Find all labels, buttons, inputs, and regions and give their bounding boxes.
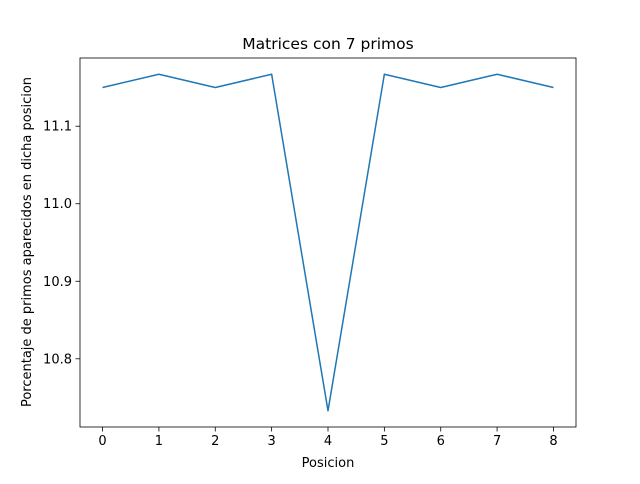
series-line bbox=[102, 73, 554, 412]
x-tick-label: 3 bbox=[267, 434, 275, 449]
x-tick-label: 7 bbox=[493, 434, 501, 449]
x-tick-label: 2 bbox=[211, 434, 219, 449]
x-tick-label: 1 bbox=[155, 434, 163, 449]
x-tick-label: 0 bbox=[98, 434, 106, 449]
x-tick-label: 4 bbox=[324, 434, 332, 449]
y-axis-label: Porcentaje de primos aparecidos en dicha… bbox=[20, 77, 35, 407]
y-tick-label: 10.9 bbox=[43, 275, 72, 290]
y-tick-label: 10.8 bbox=[43, 352, 72, 367]
plot-area: 0 1 2 3 4 5 6 7 8 10.8 10.9 11.0 11.1 bbox=[43, 57, 577, 449]
chart-title: Matrices con 7 primos bbox=[242, 35, 413, 53]
y-tick-label: 11.0 bbox=[43, 197, 72, 212]
y-tick-label: 11.1 bbox=[43, 120, 72, 135]
x-axis-label: Posicion bbox=[302, 456, 355, 471]
x-tick-label: 8 bbox=[549, 434, 557, 449]
x-tick-label: 6 bbox=[437, 434, 445, 449]
x-tick-label: 5 bbox=[380, 434, 388, 449]
